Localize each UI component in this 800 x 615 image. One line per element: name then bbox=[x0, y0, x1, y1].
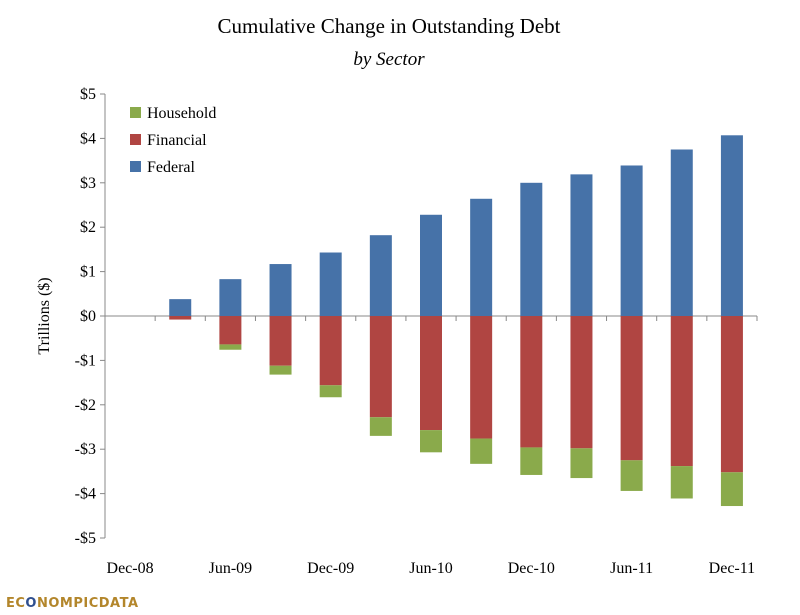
bar-federal-dec-10 bbox=[520, 182, 543, 316]
bar-federal-dec-09 bbox=[319, 252, 342, 316]
bar-federal-sep-11 bbox=[670, 149, 693, 316]
bar-household-jun-09 bbox=[219, 344, 242, 350]
bar-federal-sep-10 bbox=[470, 198, 493, 316]
y-tick-label: -$2 bbox=[75, 397, 96, 414]
y-tick-label: -$1 bbox=[75, 352, 96, 369]
bar-financial-sep-11 bbox=[670, 316, 693, 467]
y-tick-label: $3 bbox=[80, 175, 96, 192]
legend-swatch-household bbox=[130, 107, 141, 118]
legend-label-household: Household bbox=[147, 105, 216, 122]
y-tick-label: -$5 bbox=[75, 530, 96, 547]
bar-household-sep-10 bbox=[470, 438, 493, 464]
bar-household-sep-11 bbox=[670, 466, 693, 499]
bar-household-mar-11 bbox=[570, 448, 593, 479]
bar-federal-sep-09 bbox=[269, 264, 292, 316]
bar-federal-mar-09 bbox=[169, 299, 192, 316]
x-tick-label: Dec-08 bbox=[107, 560, 154, 577]
bar-household-dec-09 bbox=[319, 385, 342, 398]
legend-label-federal: Federal bbox=[147, 159, 196, 176]
bar-financial-dec-10 bbox=[520, 316, 543, 448]
x-tick-label: Jun-09 bbox=[209, 560, 253, 577]
x-tick-label: Jun-10 bbox=[409, 560, 453, 577]
y-tick-label: $2 bbox=[80, 219, 96, 236]
economicdata-logo: ECONOMPICDATA bbox=[6, 596, 139, 611]
bar-federal-mar-11 bbox=[570, 174, 593, 316]
y-axis-label: Trillions ($) bbox=[36, 277, 53, 354]
bar-household-mar-10 bbox=[369, 417, 392, 436]
chart-subtitle: by Sector bbox=[353, 49, 425, 70]
bar-financial-jun-10 bbox=[420, 316, 442, 431]
bar-household-jun-10 bbox=[420, 430, 442, 453]
legend-label-financial: Financial bbox=[147, 132, 207, 149]
bar-household-dec-10 bbox=[520, 447, 543, 475]
bar-federal-jun-10 bbox=[420, 214, 442, 316]
bar-federal-jun-11 bbox=[620, 165, 643, 316]
bar-financial-mar-10 bbox=[369, 316, 392, 418]
x-tick-label: Dec-10 bbox=[508, 560, 555, 577]
bar-financial-jun-11 bbox=[620, 316, 643, 461]
x-tick-label: Jun-11 bbox=[610, 560, 653, 577]
y-tick-label: $4 bbox=[80, 130, 96, 147]
x-tick-label: Dec-11 bbox=[709, 560, 756, 577]
bar-household-dec-11 bbox=[720, 472, 743, 507]
y-tick-label: $1 bbox=[80, 264, 96, 281]
y-tick-label: -$3 bbox=[75, 441, 96, 458]
bar-financial-sep-10 bbox=[470, 316, 493, 439]
bar-federal-jun-09 bbox=[219, 279, 242, 316]
y-tick-label: $0 bbox=[80, 308, 96, 325]
plot-area: $5 $4 $3 $2 $1 $0 -$1 -$2 -$3 -$4 -$5 Dec-08 Jun-09 D… bbox=[75, 86, 758, 577]
x-tick-label: Dec-09 bbox=[307, 560, 354, 577]
y-tick-label: $5 bbox=[80, 86, 96, 103]
bar-financial-mar-09 bbox=[169, 316, 192, 320]
bar-financial-jun-09 bbox=[219, 316, 242, 345]
bar-financial-mar-11 bbox=[570, 316, 593, 449]
chart-title: Cumulative Change in Outstanding Debt bbox=[218, 14, 561, 38]
logo-suffix: NOMPICDATA bbox=[36, 596, 139, 611]
y-tick-label: -$4 bbox=[75, 486, 96, 503]
bar-federal-dec-11 bbox=[720, 135, 743, 316]
bar-household-sep-09 bbox=[269, 365, 292, 375]
legend: Household Financial Federal bbox=[130, 105, 216, 176]
bar-household-jun-11 bbox=[620, 460, 643, 491]
legend-swatch-federal bbox=[130, 161, 141, 172]
bar-federal-mar-10 bbox=[369, 235, 392, 316]
logo-prefix: EC bbox=[6, 596, 26, 611]
bar-financial-dec-09 bbox=[319, 316, 342, 386]
legend-swatch-financial bbox=[130, 134, 141, 145]
logo-mark: O bbox=[25, 596, 37, 611]
bar-financial-sep-09 bbox=[269, 316, 292, 366]
bar-financial-dec-11 bbox=[720, 316, 743, 473]
